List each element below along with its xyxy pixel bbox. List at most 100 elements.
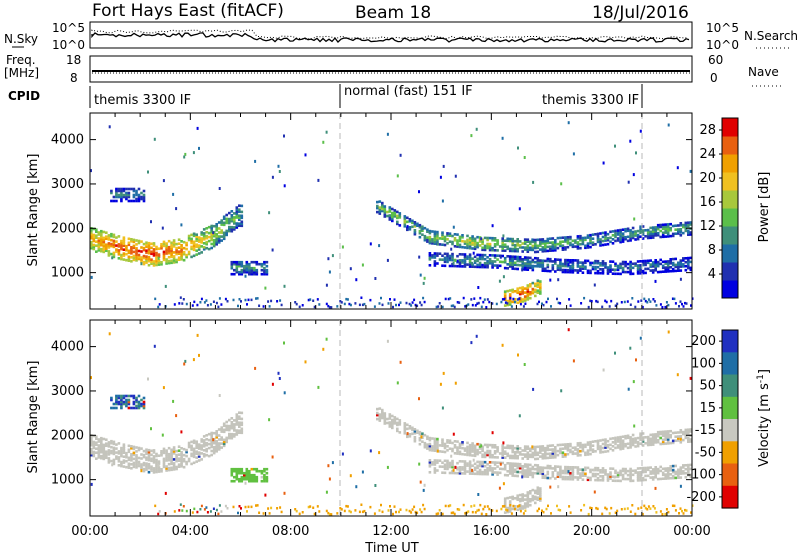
power-cell — [97, 233, 101, 236]
power-cell — [511, 237, 514, 241]
velocity-cell — [331, 461, 334, 465]
power-cell — [486, 263, 489, 267]
power-cell — [571, 267, 575, 270]
power-cell — [451, 264, 454, 268]
power-cell — [636, 260, 640, 263]
velocity-cell — [212, 431, 216, 435]
power-cell — [122, 236, 126, 239]
power-cell — [554, 260, 557, 263]
power-cell — [654, 267, 657, 270]
power-cell — [238, 298, 241, 301]
power-cell — [651, 236, 655, 239]
velocity-cell — [551, 471, 555, 474]
velocity-cell — [677, 437, 680, 440]
power-cell — [238, 204, 241, 207]
velocity-cell — [210, 431, 213, 435]
velocity-cell — [161, 433, 164, 437]
velocity-cell — [200, 452, 203, 455]
power-cell — [677, 232, 680, 235]
power-cell — [232, 298, 235, 302]
power-cell — [594, 243, 597, 246]
power-cell — [624, 264, 627, 268]
power-cell — [196, 126, 199, 130]
power-cell — [654, 228, 657, 231]
velocity-cell — [626, 436, 630, 440]
velocity-cell — [602, 368, 605, 372]
velocity-cell — [212, 441, 216, 445]
velocity-cell — [182, 505, 185, 508]
velocity-cell — [381, 412, 384, 416]
power-cell — [508, 239, 512, 243]
velocity-cell — [486, 451, 489, 455]
power-cell — [218, 187, 221, 190]
velocity-cell — [646, 437, 650, 441]
power-cell — [438, 252, 442, 255]
velocity-cell — [107, 457, 111, 460]
velocity-cell — [177, 465, 181, 468]
velocity-cell — [343, 509, 346, 513]
velocity-cell — [664, 473, 667, 476]
power-cell — [264, 286, 267, 290]
velocity-cell — [140, 469, 143, 473]
power-cell — [609, 236, 612, 240]
velocity-cell — [473, 454, 477, 458]
velocity-cell — [413, 436, 417, 439]
power-cell — [599, 268, 602, 271]
power-cell — [679, 277, 682, 281]
power-cell — [641, 261, 645, 265]
velocity-cell — [624, 434, 627, 438]
velocity-cell — [192, 455, 196, 459]
velocity-cell — [112, 440, 116, 444]
power-cell — [536, 302, 539, 306]
power-cell — [559, 260, 562, 264]
power-cell — [534, 256, 537, 260]
velocity-cell — [561, 447, 565, 450]
power-cell — [685, 302, 688, 305]
power-cell — [396, 174, 399, 178]
power-cell — [135, 191, 138, 195]
velocity-cell — [539, 449, 542, 452]
velocity-cell — [643, 504, 646, 508]
velocity-cell — [199, 508, 202, 511]
power-cell — [238, 218, 241, 221]
velocity-cell — [531, 455, 535, 459]
velocity-cell — [546, 466, 550, 470]
velocity-cell — [496, 461, 499, 464]
power-cell — [488, 300, 491, 304]
power-cell — [122, 254, 126, 257]
power-cell — [516, 255, 519, 259]
power-cell — [654, 263, 657, 266]
power-cell — [215, 235, 218, 238]
power-cbar-label: 4 — [708, 267, 716, 282]
velocity-cell — [398, 510, 400, 514]
velocity-cell — [569, 473, 572, 477]
velocity-cell — [431, 447, 434, 450]
velocity-cell — [601, 477, 605, 480]
power-cell — [531, 244, 535, 248]
power-cell — [621, 228, 625, 231]
power-cell — [503, 290, 507, 293]
velocity-cell — [601, 450, 605, 454]
velocity-cell — [155, 464, 158, 468]
velocity-cell — [391, 414, 394, 418]
power-cell — [541, 250, 545, 253]
velocity-cell — [428, 436, 432, 440]
velocity-cell — [659, 465, 662, 469]
power-cell — [222, 235, 226, 239]
velocity-cell — [127, 456, 131, 460]
velocity-cell — [501, 467, 504, 471]
velocity-cell — [526, 447, 530, 450]
power-cell — [200, 297, 203, 301]
power-cell — [566, 264, 570, 268]
velocity-cell — [614, 446, 617, 450]
power-cell — [413, 298, 416, 302]
velocity-cell — [554, 446, 557, 449]
velocity-cell — [212, 449, 216, 453]
power-cell — [609, 264, 612, 267]
velocity-cell — [659, 477, 662, 481]
velocity-cell — [571, 478, 575, 481]
velocity-cell — [192, 358, 195, 362]
velocity-cell — [576, 444, 580, 447]
velocity-cell — [629, 444, 632, 447]
velocity-cell — [205, 449, 208, 453]
